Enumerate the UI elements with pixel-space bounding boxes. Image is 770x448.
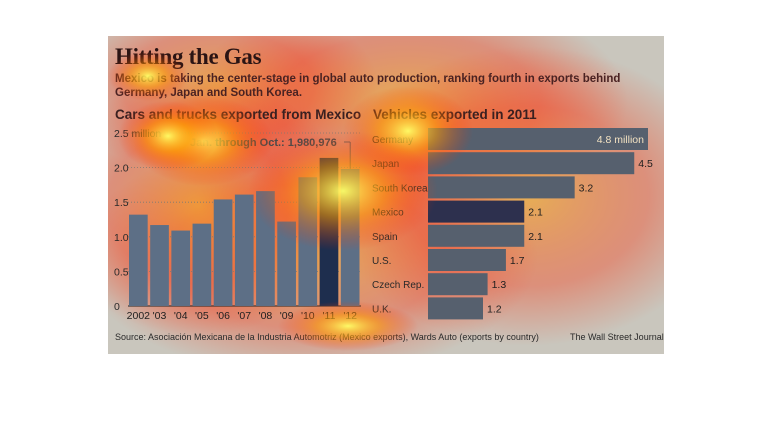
export-bar [150,225,169,306]
y-tick-label: 1.0 [114,232,129,244]
country-label: Czech Rep. [372,280,424,291]
y-tick-label: 2.0 [114,163,129,175]
country-label: U.S. [372,256,391,267]
value-label: 1.2 [487,303,502,315]
x-tick-label: '10 [301,310,315,322]
country-label: U.K. [372,304,391,315]
country-bar [428,273,488,296]
y-tick-label: 0 [114,301,120,313]
export-bar [171,230,191,306]
export-bar [234,194,254,306]
country-label: Japan [372,159,399,170]
country-bar [428,128,648,150]
country-bar [428,249,506,271]
export-bar [319,157,339,306]
export-bar [192,223,212,306]
export-bar [256,191,275,306]
x-tick-label: '12 [343,310,357,322]
country-label: Mexico [372,208,404,219]
value-label: 1.3 [492,279,507,291]
value-label: 3.2 [579,182,594,194]
export-bar [298,177,318,306]
country-bar [428,297,483,320]
country-bar [428,152,635,175]
country-label: Spain [372,232,398,243]
y-tick-label: 2.5 million [114,128,161,140]
y-tick-label: 0.5 [114,266,129,278]
export-bar [213,199,233,306]
country-bar [428,224,525,247]
x-tick-label: '07 [237,310,251,322]
country-label: Germany [372,135,413,146]
x-tick-label: '04 [174,310,188,322]
right-panel-title: Vehicles exported in 2011 [373,107,537,122]
x-tick-label: '03 [153,310,167,322]
value-label: 2.1 [528,207,543,219]
country-bar [428,200,525,223]
value-label: 2.1 [528,231,543,243]
chart-subtitle: Mexico is taking the center-stage in glo… [115,73,621,99]
chart-figure: Hitting the Gas Mexico is taking the cen… [108,36,664,354]
left-panel-title: Cars and trucks exported from Mexico [115,107,362,122]
y-tick-label: 1.5 [114,197,129,209]
source-note: Source: Asociación Mexicana de la Indust… [115,332,539,342]
x-tick-label: 2002 [127,310,151,322]
export-bar [340,168,360,306]
chart-headline: Hitting the Gas [115,44,262,69]
x-tick-label: '08 [259,310,273,322]
value-label: 4.8 million [597,134,644,146]
x-tick-label: '09 [280,310,294,322]
value-label: 4.5 [638,158,653,170]
value-label: 1.7 [510,255,525,267]
x-tick-label: '05 [195,310,209,322]
x-tick-label: '11 [323,310,336,322]
country-label: South Korea [372,183,428,194]
publisher-credit: The Wall Street Journal [570,332,664,342]
x-tick-label: '06 [216,310,230,322]
export-bar [277,221,296,306]
export-bar [129,214,148,306]
annotation-label: Jan. through Oct.: 1,980,976 [190,137,337,149]
country-bar [428,176,575,199]
